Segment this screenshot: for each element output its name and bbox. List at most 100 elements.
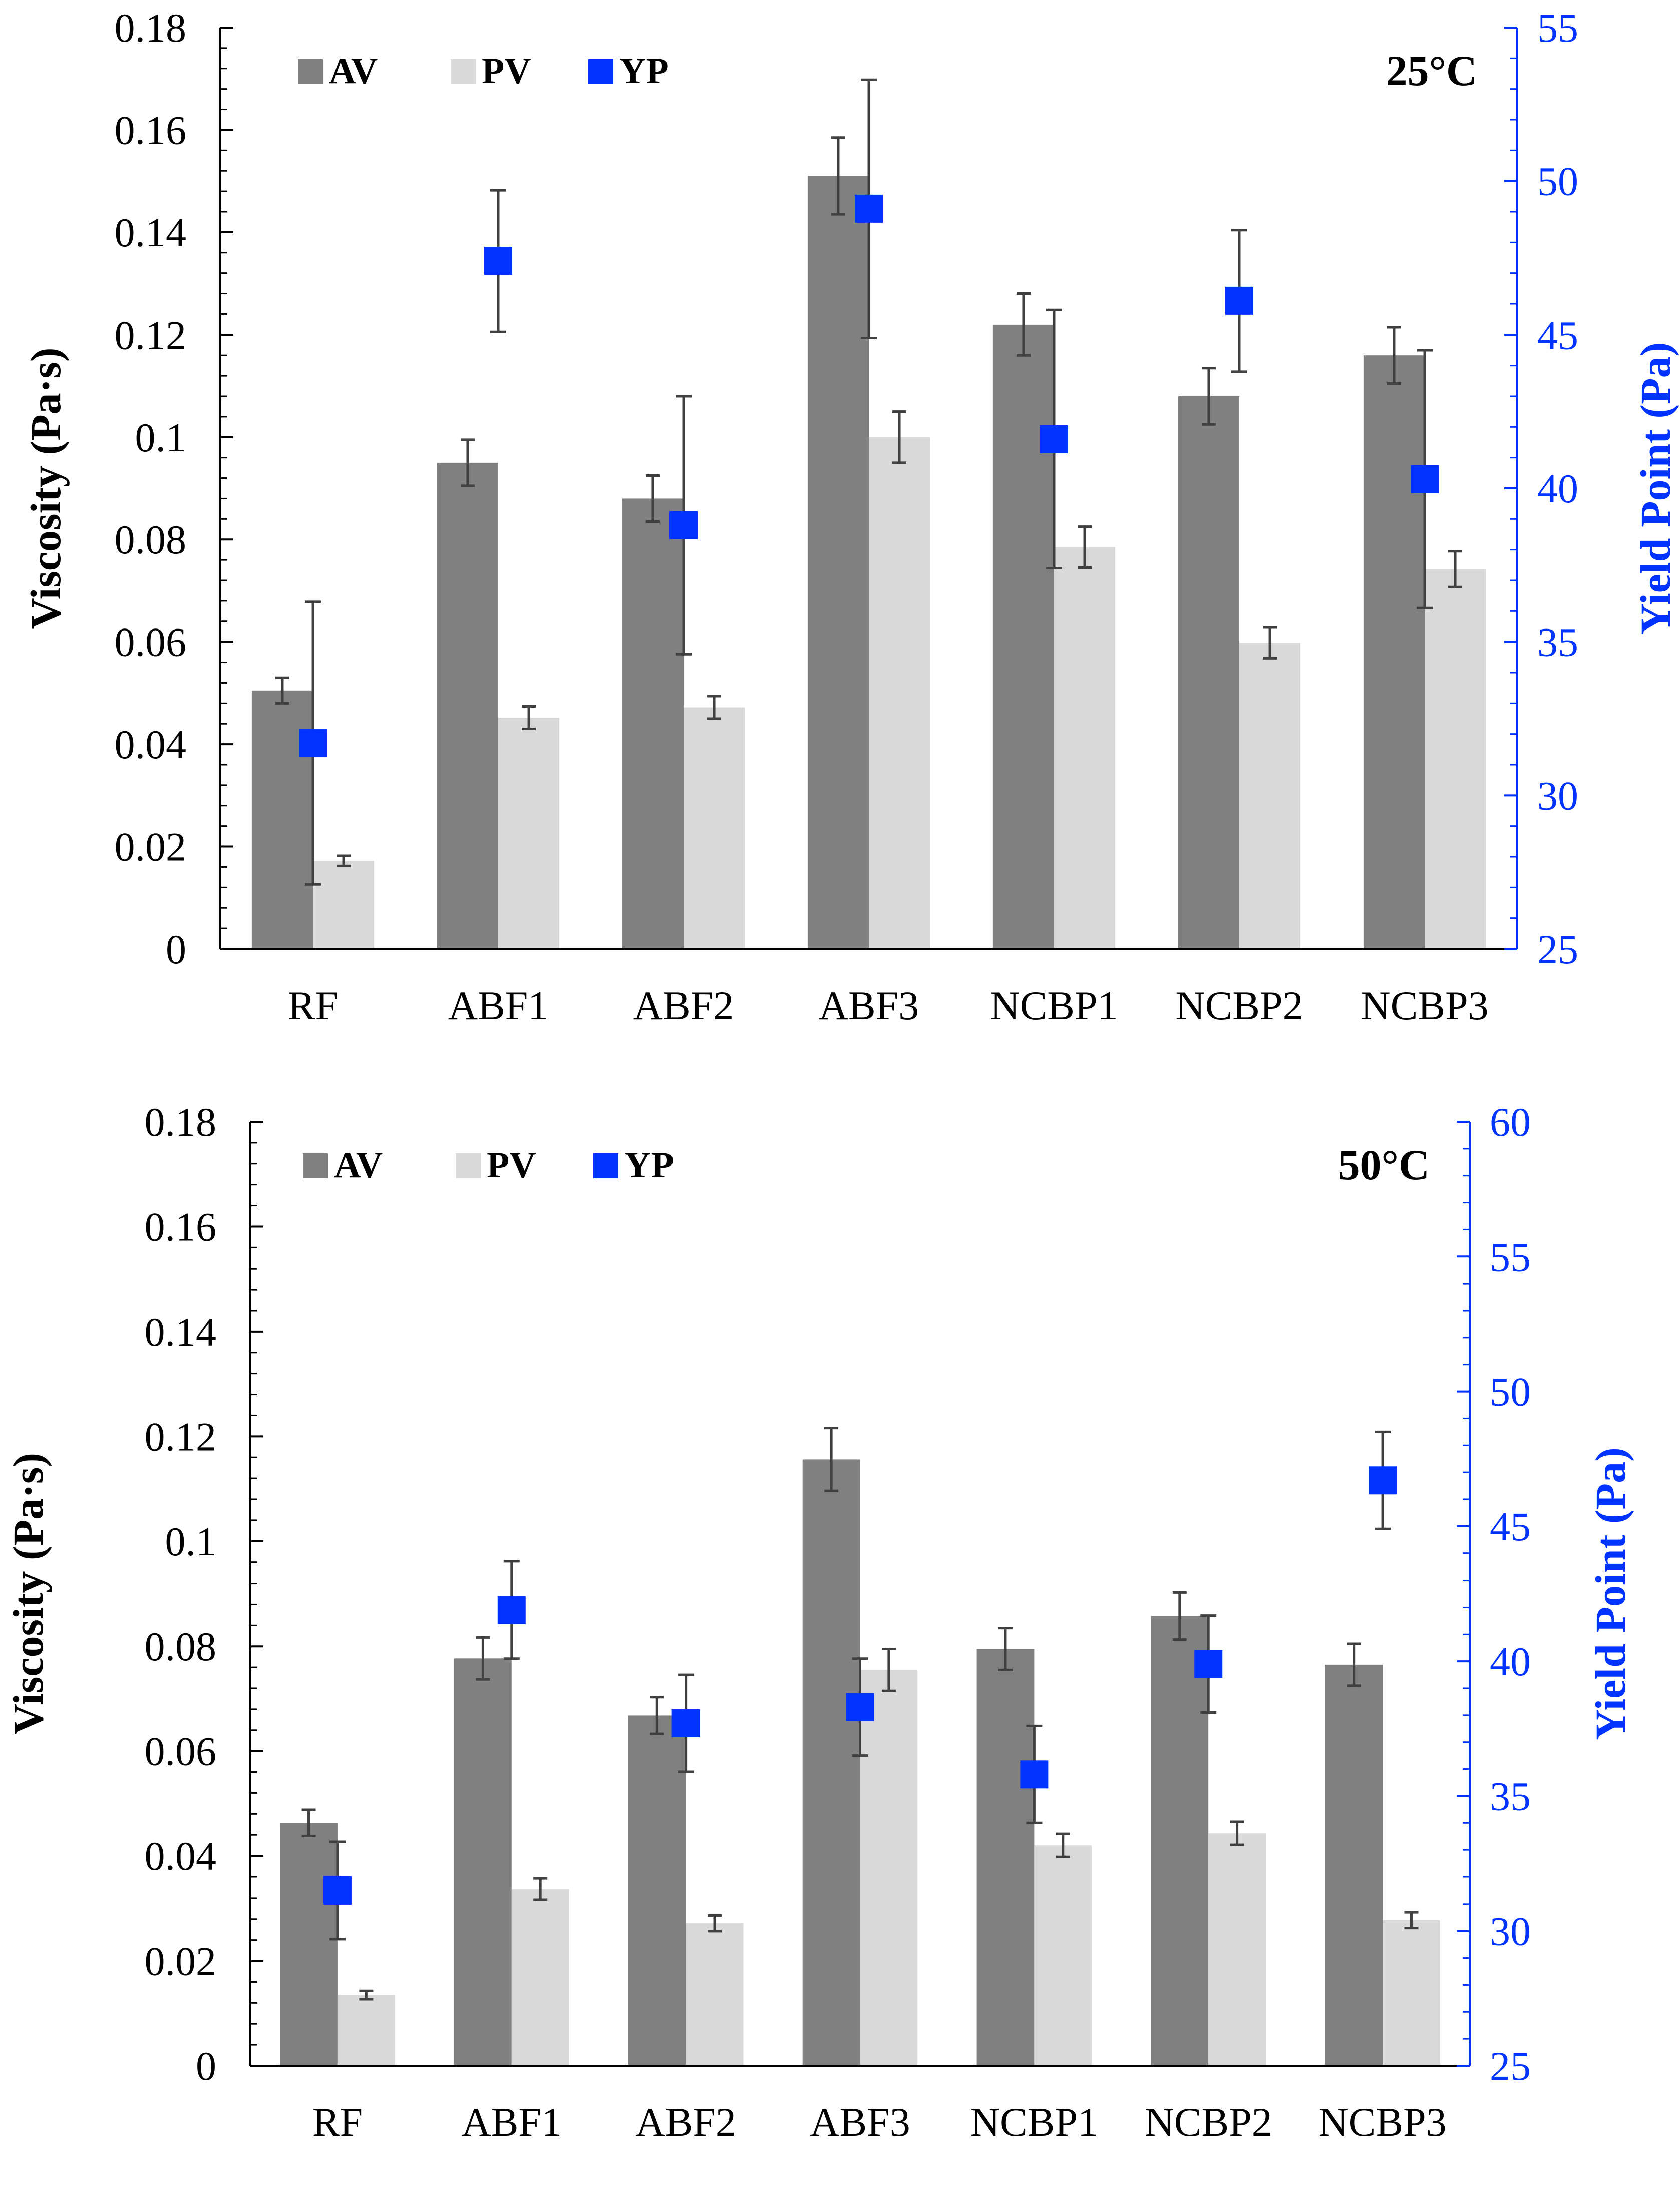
- y-tick-label: 0.06: [115, 619, 187, 665]
- av-error-bar: [460, 438, 475, 487]
- yp-marker: [669, 511, 698, 539]
- pv-error-bar: [881, 1647, 896, 1692]
- y-tick-label: 0.12: [115, 312, 187, 358]
- av-error-bar: [824, 1427, 839, 1492]
- yp-marker: [1411, 465, 1439, 493]
- y-tick-label: 0.04: [115, 722, 187, 767]
- y2-tick-label: 50: [1537, 159, 1578, 204]
- av-error-bar: [275, 676, 289, 705]
- y-tick-label: 0: [196, 2043, 216, 2089]
- y-tick-label: 0.18: [115, 5, 187, 51]
- av-bar: [1325, 1664, 1383, 2066]
- pv-error-bar: [522, 705, 536, 730]
- legend-swatch-yp: [588, 59, 613, 84]
- pv-error-bar: [359, 1989, 374, 2001]
- x-tick-label: NCBP3: [1361, 983, 1488, 1028]
- pv-bar: [1425, 569, 1486, 949]
- y-tick-label: 0.14: [115, 210, 187, 255]
- pv-bar: [511, 1889, 569, 2066]
- panel-title: 25°C: [1386, 47, 1478, 95]
- legend-swatch-av: [303, 1153, 328, 1178]
- av-error-bar: [1172, 1591, 1187, 1641]
- pv-error-bar: [1056, 1832, 1070, 1858]
- yp-marker: [855, 194, 883, 223]
- av-bar: [976, 1649, 1035, 2066]
- av-error-bar: [1387, 326, 1401, 385]
- yp-marker: [846, 1693, 874, 1721]
- y2-tick-label: 25: [1537, 926, 1578, 972]
- legend-swatch-pv: [451, 59, 476, 84]
- av-error-bar: [1016, 292, 1031, 357]
- x-tick-label: NCBP2: [1175, 983, 1303, 1028]
- pv-error-bar: [892, 410, 907, 464]
- yp-marker: [323, 1876, 352, 1905]
- pv-bar: [1383, 1920, 1440, 2066]
- y-tick-label: 0.02: [145, 1939, 217, 1984]
- pv-error-bar: [1448, 550, 1463, 588]
- legend-label-yp: YP: [619, 51, 669, 92]
- av-bar: [454, 1658, 512, 2066]
- pv-error-bar: [1078, 525, 1092, 569]
- y2-tick-label: 55: [1490, 1234, 1531, 1280]
- legend-label-yp: YP: [624, 1145, 674, 1186]
- av-bar: [1363, 355, 1425, 950]
- x-tick-label: NCBP2: [1145, 2099, 1272, 2145]
- av-error-bar: [831, 136, 845, 216]
- pv-bar: [860, 1670, 918, 2066]
- x-tick-label: NCBP1: [990, 983, 1118, 1028]
- legend-label-pv: PV: [482, 51, 531, 92]
- chart-panel-bottom: 0 0.02 0.04 0.06 0.08 0.1 0.12 0.14 0.16 0.18 25 30…: [4, 1099, 1634, 2145]
- av-bar: [280, 1823, 338, 2066]
- y-axis-title: Viscosity (Pa·s): [22, 348, 70, 630]
- pv-bar: [498, 717, 560, 949]
- y-tick-label: 0.06: [145, 1729, 217, 1774]
- av-bar: [807, 176, 869, 949]
- y2-tick-label: 50: [1490, 1369, 1531, 1415]
- av-error-bar: [301, 1808, 316, 1837]
- pv-bar: [684, 707, 745, 949]
- yp-marker: [1040, 425, 1068, 453]
- pv-bar: [869, 437, 930, 949]
- av-error-bar: [1347, 1642, 1361, 1687]
- x-tick-label: ABF2: [633, 983, 734, 1028]
- y2-tick-label: 45: [1490, 1504, 1531, 1549]
- av-bar: [1178, 396, 1239, 949]
- y2-tick-label: 45: [1537, 312, 1578, 358]
- yp-marker: [671, 1709, 700, 1738]
- av-error-bar: [476, 1636, 490, 1681]
- y-tick-label: 0.16: [115, 107, 187, 153]
- pv-bar: [1054, 547, 1116, 949]
- y2-tick-label: 30: [1490, 1909, 1531, 1954]
- x-tick-label: RF: [312, 2099, 363, 2145]
- av-bar: [437, 462, 498, 949]
- panel-title: 50°C: [1338, 1141, 1430, 1189]
- pv-error-bar: [533, 1877, 548, 1901]
- pv-error-bar: [708, 1914, 722, 1933]
- pv-bar: [337, 1995, 395, 2066]
- av-error-bar: [998, 1627, 1013, 1671]
- legend: AV PV YP: [303, 1145, 674, 1186]
- pv-error-bar: [1263, 626, 1277, 660]
- y2-axis-title: Yield Point (Pa): [1586, 1447, 1634, 1740]
- y2-tick-label: 35: [1490, 1773, 1531, 1819]
- x-tick-label: RF: [288, 983, 338, 1028]
- y2-tick-label: 40: [1537, 466, 1578, 511]
- x-tick-label: ABF1: [448, 983, 549, 1028]
- y2-axis-title: Yield Point (Pa): [1631, 342, 1679, 635]
- pv-error-bar: [337, 854, 351, 867]
- legend-label-av: AV: [329, 51, 378, 92]
- av-error-bar: [1201, 367, 1216, 426]
- chart-panel-top: 0 0.02 0.04 0.06 0.08 0.1 0.12 0.14 0.16 0.18 25 30…: [22, 5, 1679, 1028]
- yp-marker: [299, 729, 327, 758]
- x-tick-label: NCBP3: [1318, 2099, 1446, 2145]
- x-tick-label: ABF3: [810, 2099, 910, 2145]
- legend-swatch-yp: [593, 1153, 618, 1178]
- y-tick-label: 0: [166, 926, 186, 972]
- x-tick-label: ABF2: [635, 2099, 736, 2145]
- x-tick-label: ABF3: [819, 983, 919, 1028]
- av-bar: [628, 1715, 686, 2066]
- yp-marker: [497, 1596, 526, 1624]
- pv-bar: [1034, 1845, 1092, 2066]
- yp-marker: [1020, 1760, 1049, 1789]
